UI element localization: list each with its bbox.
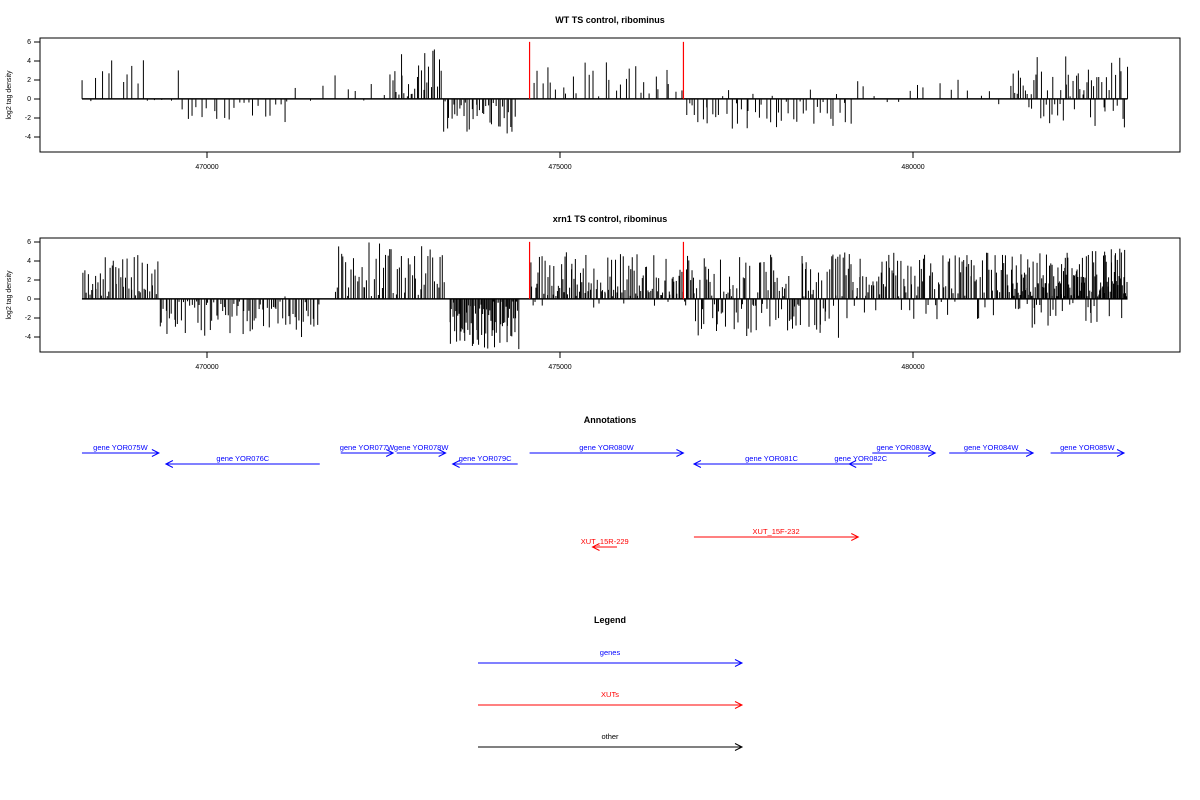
coverage-bars xyxy=(81,241,1128,350)
x-tick-label: 480000 xyxy=(901,164,924,171)
xut-arrow: XUT_15F-232 xyxy=(693,527,860,541)
y-axis-ticks: 6 4 2 0 -2 -4 xyxy=(25,39,40,141)
panel-title: WT TS control, ribominus xyxy=(555,15,665,25)
legend-items: genes XUTs other xyxy=(478,648,744,751)
y-tick-label: -4 xyxy=(25,334,31,341)
gene-label: gene YOR078W xyxy=(394,443,449,452)
coverage-bars xyxy=(81,41,1129,134)
gene-label: gene YOR082C xyxy=(834,454,887,463)
gene-arrow: gene YOR080W xyxy=(529,443,685,457)
gene-label: gene YOR085W xyxy=(1060,443,1115,452)
y-tick-label: 4 xyxy=(27,258,31,265)
x-tick-label: 475000 xyxy=(548,364,571,371)
gene-label: gene YOR083W xyxy=(877,443,932,452)
y-tick-label: 2 xyxy=(27,77,31,84)
gene-label: gene YOR084W xyxy=(964,443,1019,452)
legend-label: other xyxy=(601,732,619,741)
gene-arrow: gene YOR085W xyxy=(1050,443,1126,457)
y-tick-label: 6 xyxy=(27,39,31,46)
gene-arrow: gene YOR081C xyxy=(692,454,850,468)
panel-title: xrn1 TS control, ribominus xyxy=(553,214,668,224)
x-tick-label: 470000 xyxy=(195,364,218,371)
y-tick-label: -2 xyxy=(25,115,31,122)
legend-arrow: XUTs xyxy=(478,690,744,709)
xut-label: XUT_15F-232 xyxy=(753,527,800,536)
gene-label: gene YOR076C xyxy=(216,454,269,463)
y-tick-label: 4 xyxy=(27,58,31,65)
gene-label: gene YOR079C xyxy=(459,454,512,463)
gene-arrow: gene YOR084W xyxy=(949,443,1035,457)
gene-arrow: gene YOR076C xyxy=(164,454,320,468)
gene-arrow: gene YOR079C xyxy=(451,454,518,468)
gene-arrow: gene YOR078W xyxy=(394,443,449,457)
gene-label: gene YOR080W xyxy=(579,443,634,452)
y-axis-label: log2 tag density xyxy=(6,270,13,320)
annotations-track: Annotations gene YOR075W gene YOR076C gene… xyxy=(81,415,1126,551)
annotations-title: Annotations xyxy=(584,415,637,425)
gene-arrow: gene YOR077W xyxy=(340,443,395,457)
y-axis-label: log2 tag density xyxy=(6,70,13,120)
wt-coverage-panel: WT TS control, ribominus log2 tag densit… xyxy=(6,15,1181,171)
y-tick-label: -4 xyxy=(25,134,31,141)
y-tick-label: 6 xyxy=(27,239,31,246)
x-tick-label: 475000 xyxy=(548,164,571,171)
x-tick-label: 480000 xyxy=(901,364,924,371)
xut-label: XUT_15R-229 xyxy=(581,537,629,546)
gene-label: gene YOR075W xyxy=(93,443,148,452)
legend: Legend genes XUTs other xyxy=(478,615,744,751)
y-axis-ticks: 6 4 2 0 -2 -4 xyxy=(25,239,40,341)
legend-arrow: genes xyxy=(478,648,744,667)
y-tick-label: 2 xyxy=(27,277,31,284)
gene-arrow: gene YOR082C xyxy=(834,454,888,468)
legend-title: Legend xyxy=(594,615,626,625)
legend-label: XUTs xyxy=(601,690,619,699)
plot-frame xyxy=(39,37,1181,153)
gene-arrow: gene YOR083W xyxy=(872,443,937,457)
xut-arrow: XUT_15R-229 xyxy=(581,537,629,551)
y-tick-label: -2 xyxy=(25,315,31,322)
x-axis-ticks: 470000 475000 480000 xyxy=(195,352,925,371)
legend-label: genes xyxy=(600,648,621,657)
x-axis-ticks: 470000 475000 480000 xyxy=(195,152,925,171)
gene-label: gene YOR081C xyxy=(745,454,798,463)
plot-frame xyxy=(39,237,1181,353)
legend-arrow: other xyxy=(478,732,744,751)
x-tick-label: 470000 xyxy=(195,164,218,171)
y-tick-label: 0 xyxy=(27,296,31,303)
gene-arrow: gene YOR075W xyxy=(81,443,161,457)
gene-label: gene YOR077W xyxy=(340,443,395,452)
y-tick-label: 0 xyxy=(27,96,31,103)
xrn1-coverage-panel: xrn1 TS control, ribominus log2 tag dens… xyxy=(6,214,1181,371)
